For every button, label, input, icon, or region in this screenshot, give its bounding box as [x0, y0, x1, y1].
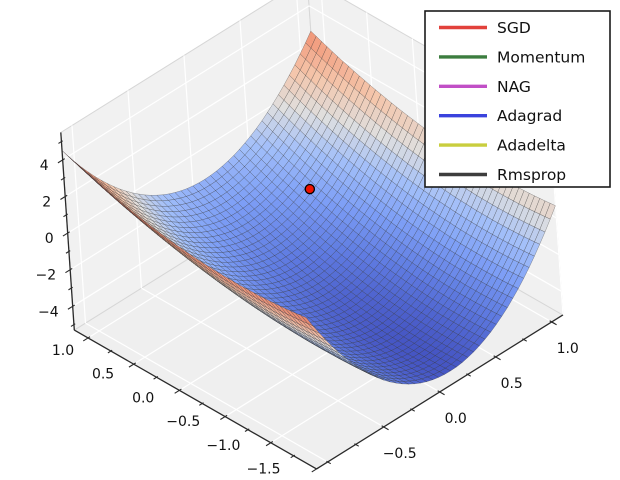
- z-minor-tick: [63, 213, 68, 218]
- x-minor-tick: [199, 402, 204, 406]
- z-axis-line: [60, 132, 75, 331]
- x-tick-label-1: 0.5: [92, 367, 114, 383]
- x-major-tick: [311, 467, 319, 473]
- start-point-marker: [304, 183, 316, 195]
- leftwall-grid-z: [62, 5, 310, 161]
- floor-grid-y: [141, 287, 385, 428]
- legend-label-nag: NAG: [497, 78, 531, 96]
- y-major-tick: [381, 425, 389, 431]
- surface-facet: [300, 315, 314, 326]
- legend-label-adadelta: Adadelta: [497, 137, 566, 155]
- x-major-tick: [128, 362, 137, 368]
- x-minor-tick: [290, 454, 296, 459]
- z-minor-tick: [65, 250, 71, 254]
- legend-label-rmsprop: Rmsprop: [497, 166, 566, 184]
- y-tick-label-3: 1.0: [557, 341, 579, 357]
- x-minor-tick: [244, 428, 250, 432]
- z-major-tick: [60, 194, 68, 200]
- x-tick-label-4: −1.0: [206, 438, 240, 454]
- y-tick-label-2: 0.5: [501, 376, 523, 392]
- legend-entry-rmsprop: Rmsprop: [439, 166, 566, 184]
- legend-label-momentum: Momentum: [497, 48, 585, 66]
- x-axis-line: [73, 329, 317, 470]
- x-major-tick: [220, 414, 228, 420]
- x-major-tick: [265, 441, 274, 447]
- tick-labels: 1.0 0.5 0.0 −0.5 −1.0 −1.5 −0.5 0.0 0.5 1.0 4 2 0 −2 −…: [36, 158, 579, 478]
- z-minor-tick: [68, 286, 73, 291]
- x-major-tick: [174, 388, 182, 394]
- y-minor-tick: [354, 443, 360, 447]
- leftwall-grid-z: [64, 42, 312, 198]
- surface-mesh: [61, 30, 556, 385]
- z-minor-tick: [60, 176, 66, 181]
- axis-lines: [57, 132, 564, 473]
- x-minor-tick: [153, 375, 159, 380]
- y-minor-tick: [410, 408, 416, 412]
- legend-label-sgd: SGD: [497, 19, 531, 37]
- legend-entry-sgd: SGD: [439, 19, 531, 37]
- legend-box: SGD Momentum NAG Adagrad Adadelta Rmsprop: [424, 10, 611, 188]
- z-minor-tick: [70, 323, 76, 327]
- floor-grid-y: [85, 322, 329, 463]
- y-tick-label-0: −0.5: [383, 446, 417, 462]
- y-tick-label-1: 0.0: [445, 411, 467, 427]
- z-major-tick: [62, 231, 71, 237]
- z-major-tick: [67, 304, 76, 310]
- x-minor-tick: [107, 349, 113, 354]
- x-tick-label-3: −0.5: [166, 414, 200, 430]
- legend-entry-nag: NAG: [439, 78, 531, 96]
- z-major-tick: [57, 158, 66, 164]
- legend-label-adagrad: Adagrad: [497, 107, 562, 125]
- z-major-tick: [65, 267, 73, 274]
- x-tick-label-2: 0.0: [132, 390, 154, 406]
- z-minor-tick: [58, 140, 63, 144]
- y-minor-tick: [522, 338, 528, 342]
- y-minor-tick: [550, 320, 556, 325]
- y-minor-tick: [326, 460, 332, 465]
- legend-frame: [424, 10, 611, 188]
- legend-entry-adadelta: Adadelta: [439, 137, 566, 155]
- leftwall-grid-y: [127, 90, 143, 289]
- x-major-tick: [82, 336, 91, 342]
- x-tick-label-5: −1.5: [247, 462, 281, 478]
- z-tick-label-4: −4: [38, 304, 59, 320]
- y-minor-tick: [466, 373, 472, 377]
- y-major-tick: [437, 390, 445, 396]
- z-tick-label-3: −2: [36, 268, 57, 284]
- x-tick-label-0: 1.0: [52, 343, 74, 359]
- y-major-tick: [493, 355, 501, 361]
- legend-entry-momentum: Momentum: [439, 48, 585, 66]
- z-tick-label-0: 4: [40, 158, 49, 174]
- z-tick-label-1: 2: [42, 195, 51, 211]
- z-tick-label-2: 0: [45, 231, 54, 247]
- leftwall-grid-y: [71, 125, 87, 324]
- legend-entry-adagrad: Adagrad: [439, 107, 562, 125]
